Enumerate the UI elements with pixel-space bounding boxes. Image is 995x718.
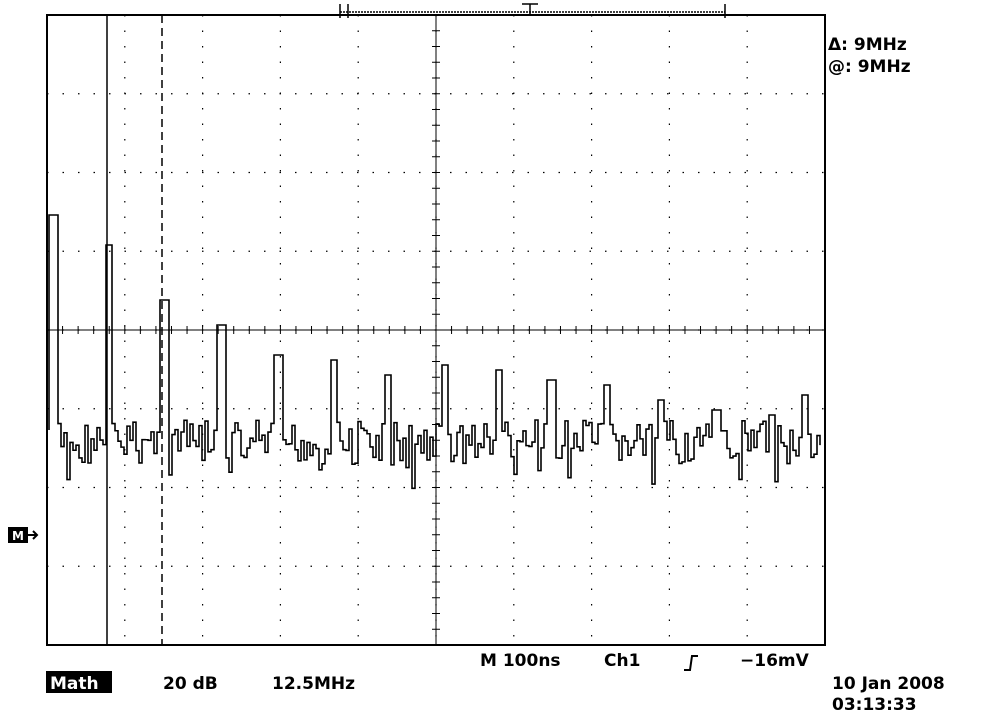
cursor-delta: Δ: 9MHz <box>828 35 907 55</box>
timebase: M 100ns <box>480 651 561 671</box>
math-label: Math <box>50 674 99 694</box>
graticule <box>46 14 826 646</box>
cursor-at: @: 9MHz <box>828 57 911 77</box>
ref-marker-box <box>8 527 28 543</box>
math-scale: 20 dB <box>163 674 218 694</box>
math-label-box <box>46 671 112 693</box>
date: 10 Jan 2008 <box>832 674 945 694</box>
time: 03:13:33 <box>832 695 917 714</box>
trigger-level: −16mV <box>740 651 810 671</box>
position-bracket <box>339 3 726 18</box>
math-span: 12.5MHz <box>272 674 355 694</box>
spectrum-trace <box>48 214 821 490</box>
ref-marker: M <box>12 529 24 543</box>
trigger-slope <box>684 655 698 671</box>
trigger-source: Ch1 <box>604 651 640 671</box>
ref-arrow <box>28 530 39 540</box>
